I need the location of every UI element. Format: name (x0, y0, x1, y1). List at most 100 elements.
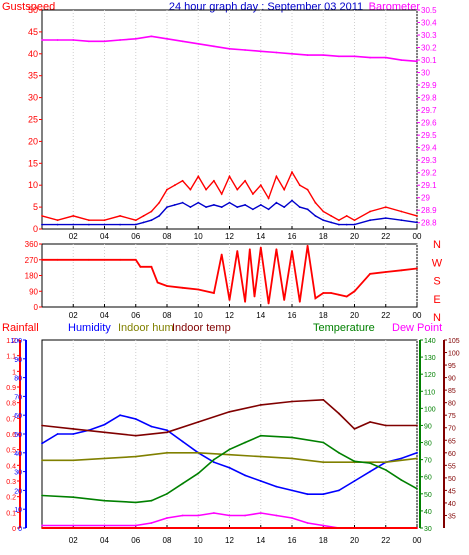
gustspeed-point (56, 219, 59, 222)
panel-bottom-x-tick-label: 16 (288, 536, 297, 545)
wind-direction-point (236, 250, 239, 252)
gustspeed-point (283, 188, 286, 191)
wind-direction-point (41, 258, 43, 261)
temperature-point (72, 496, 75, 499)
indoor-temp-point (197, 421, 200, 423)
dew-point-point (244, 514, 247, 517)
gust-axis-tick-label: 45 (28, 27, 38, 37)
wind-direction-point (228, 299, 231, 301)
gust-axis-tick-label: 40 (28, 49, 38, 59)
humidity-point (166, 429, 168, 432)
compass-label: N (433, 239, 441, 251)
windspeed-point (41, 223, 43, 226)
dewpoint-axis-tick-label: 65 (448, 438, 456, 445)
indoor-temp-point (291, 400, 293, 403)
dir-axis-tick-label: 180 (25, 272, 39, 281)
humidity-point (119, 414, 121, 417)
graph-title: 24 hour graph day : September 03 2011 (169, 1, 363, 13)
indoor-temp-point (369, 421, 371, 423)
temperature-point (228, 448, 231, 451)
wind-direction-point (298, 300, 301, 303)
baro-axis-tick-label: 29.8 (421, 94, 437, 103)
wind-direction-point (283, 299, 286, 301)
windspeed-point (158, 215, 161, 217)
temperature-point (41, 494, 43, 497)
dewpoint-axis-tick-label: 60 (448, 451, 456, 458)
wind-direction-point (345, 295, 348, 298)
temperature-point (291, 436, 293, 439)
windspeed-point (384, 217, 387, 220)
gustspeed-point (345, 215, 348, 217)
rainfall-label: Rainfall (2, 322, 39, 334)
gustspeed-point (330, 215, 332, 217)
humidity-axis-tick-label: 100 (10, 338, 22, 345)
gustspeed-point (322, 210, 325, 213)
gustspeed-point (384, 206, 387, 209)
dew-point-point (291, 517, 293, 519)
gust-axis-tick-label: 15 (28, 158, 38, 168)
baro-axis-tick-label: 29.9 (421, 81, 437, 90)
baro-axis-tick-label: 30.1 (421, 56, 437, 65)
indoor-hum-point (134, 455, 137, 458)
rainfall-point (416, 527, 418, 529)
indoor-temp-point (103, 431, 106, 434)
axis-ticks-layer: 0510152025303540455028.828.92929.129.229… (6, 5, 460, 545)
humidity-point (353, 480, 356, 482)
indoor-temp-point (41, 424, 43, 427)
rainfall-point (41, 527, 43, 529)
humidity-label: Humidity (68, 322, 111, 334)
windspeed-point (236, 206, 239, 209)
dew-point-point (228, 514, 231, 517)
temp-axis-tick-label: 50 (424, 492, 432, 499)
wind-direction-point (291, 250, 293, 252)
panel-top-x-tick-label: 22 (381, 232, 390, 241)
humidity-point (41, 442, 43, 445)
barometer-point (134, 37, 137, 40)
indoor-temp-point (353, 428, 356, 430)
barometer-point (166, 37, 168, 40)
gustspeed-point (220, 193, 223, 195)
temp-axis-tick-label: 80 (424, 441, 432, 448)
baro-axis-tick-label: 28.8 (421, 219, 437, 228)
baro-axis-tick-label: 28.9 (421, 206, 437, 215)
barometer-point (72, 39, 75, 41)
wind-direction-point (314, 297, 317, 300)
panel-bottom-x-tick-label: 20 (350, 536, 359, 545)
wind-direction-point (259, 246, 262, 249)
windspeed-point (119, 223, 121, 226)
windspeed-point (103, 223, 106, 226)
temp-axis-tick-label: 140 (424, 338, 436, 345)
panel-bottom-x-tick-label: 02 (69, 536, 78, 545)
temperature-point (244, 441, 247, 444)
dewpoint-axis-tick-label: 70 (448, 426, 456, 433)
temperature-point (259, 434, 262, 437)
humidity-point (134, 418, 137, 420)
baro-axis-tick-label: 30.5 (421, 6, 437, 15)
windspeed-point (213, 204, 215, 206)
windspeed-point (228, 201, 231, 204)
dew-point-label: Dew Point (392, 322, 442, 334)
temperature-point (384, 469, 387, 471)
dir-axis-tick-label: 360 (25, 240, 39, 249)
humidity-point (322, 493, 325, 496)
barometer-point (275, 51, 278, 54)
windspeed-point (275, 201, 278, 204)
windspeed-point (244, 204, 247, 206)
panel-mid-x-tick-label: 20 (350, 311, 359, 320)
dir-axis-tick-label: 0 (34, 303, 39, 312)
gust-axis-tick-label: 35 (28, 71, 38, 81)
humidity-point (400, 457, 403, 460)
windspeed-point (353, 223, 356, 226)
gust-axis-tick-label: 10 (28, 180, 38, 190)
gustspeed-point (353, 219, 356, 222)
windspeed-point (267, 208, 270, 211)
windspeed-point (220, 206, 223, 209)
temp-axis-tick-label: 70 (424, 458, 432, 465)
gustspeed-point (166, 188, 168, 191)
barometer-point (56, 39, 59, 41)
temp-axis-tick-label: 120 (424, 372, 436, 379)
indoor-temp-point (416, 424, 418, 427)
indoor-temp-point (72, 428, 75, 430)
dew-point-point (150, 522, 153, 524)
windspeed-point (314, 215, 317, 217)
